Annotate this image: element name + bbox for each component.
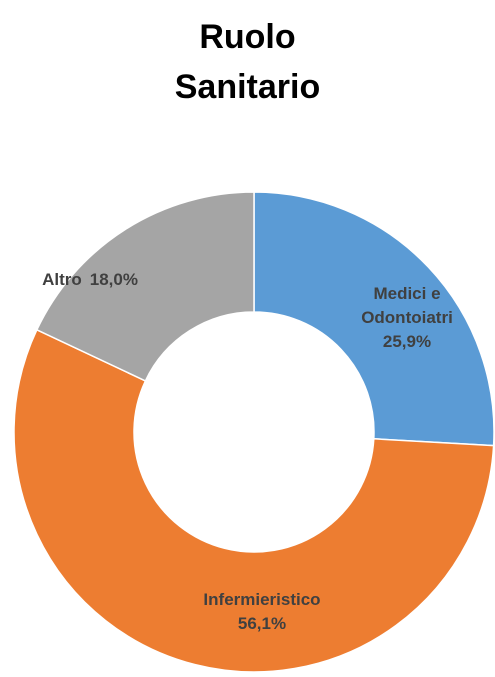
value-label: 18,0%: [89, 270, 138, 289]
value-label: 25,9%: [382, 332, 432, 351]
donut-segment: [35, 191, 255, 382]
data-label: Infermieristico 56,1%: [162, 588, 362, 636]
data-label: Altro 18,0%: [0, 268, 190, 292]
chart-title: Ruolo Sanitario: [174, 18, 321, 106]
category-label: Medici e Odontoiatri: [361, 284, 453, 327]
category-label: Infermieristico: [203, 590, 321, 609]
donut-segment: [253, 191, 495, 447]
chart-title-box: Ruolo Sanitario: [0, 12, 495, 112]
value-label: 56,1%: [237, 614, 287, 633]
category-label: Altro: [42, 270, 82, 289]
data-label: Medici e Odontoiatri 25,9%: [352, 282, 462, 354]
donut-segment: [13, 328, 495, 673]
